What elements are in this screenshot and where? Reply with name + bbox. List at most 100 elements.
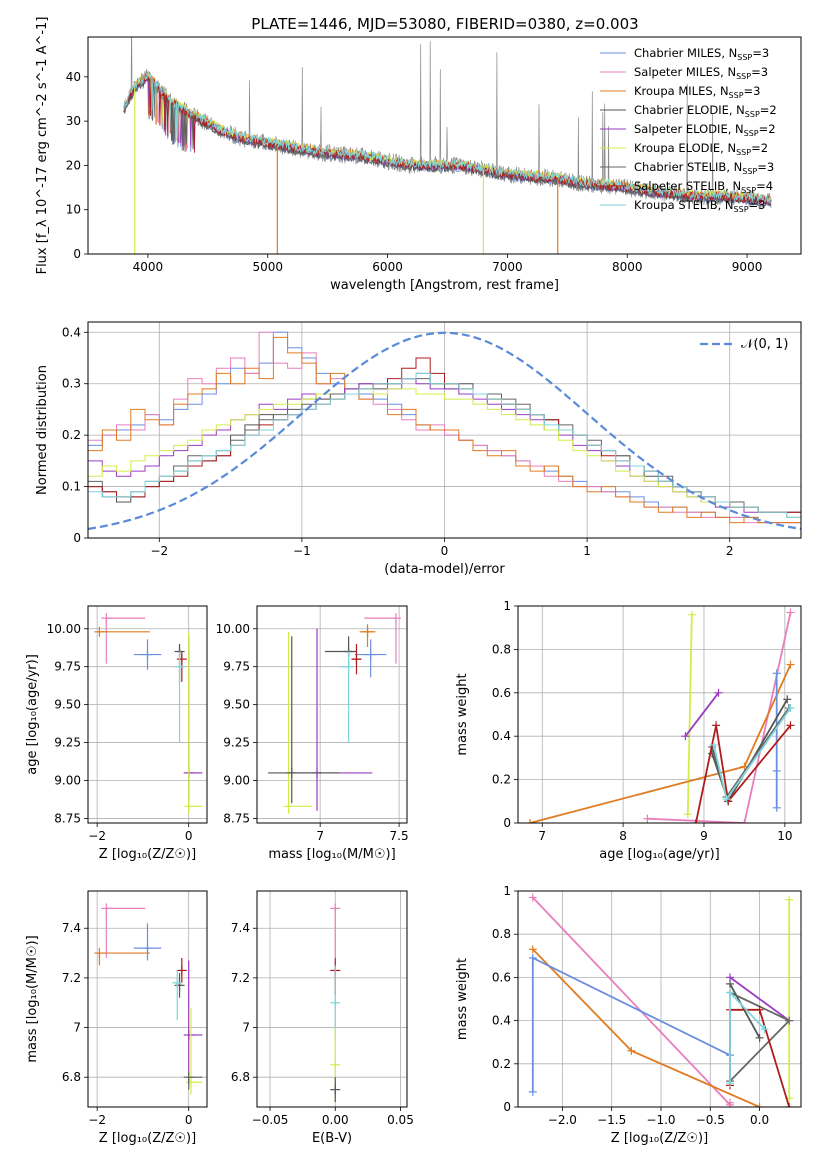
legend-label-sub: SSP xyxy=(734,205,749,214)
axes-frame xyxy=(87,321,802,539)
x-tick-label: 0 xyxy=(185,829,193,843)
legend-label-suffix: =3 xyxy=(757,160,774,174)
y-tick-label: 8.75 xyxy=(223,811,250,825)
y-axis-label: mass weight xyxy=(455,958,470,1040)
y-tick-label: 6.8 xyxy=(231,1070,250,1084)
y-tick-label: 0.3 xyxy=(62,377,81,391)
y-tick-label: 9.00 xyxy=(223,774,250,788)
y-axis-label: mass [log₁₀(M/M☉)] xyxy=(25,935,40,1062)
plus-marker xyxy=(783,695,792,704)
x-axis-label: wavelength [Angstrom, rest frame] xyxy=(330,278,559,293)
plot-area xyxy=(94,903,203,1095)
weight-line-salpeter-elodie xyxy=(729,976,790,1022)
y-tick-label: 6.8 xyxy=(62,1070,81,1084)
plus-marker xyxy=(786,721,795,730)
legend-label-sub: SSP xyxy=(736,148,751,157)
age-vs-metallicity-panel: −2 0 8.75 9.00 9.25 9.50 9.75 10.00 Z [log₁₀(Z/Z… xyxy=(25,605,208,862)
x-axis-label: mass [log₁₀(M/M☉)] xyxy=(268,847,395,862)
point-kroupa-elodie xyxy=(283,631,313,814)
normal-curve-line xyxy=(88,331,801,531)
mass-vs-metallicity-panel: −2 0 6.8 7 7.2 7.4 Z [log₁₀(Z/Z☉)] mass [log₁₀(… xyxy=(25,890,208,1146)
y-tick-label: 1 xyxy=(503,599,511,613)
plus-marker xyxy=(714,688,723,697)
legend-label-salpeter-miles: Salpeter MILES, NSSP=3 xyxy=(634,65,768,81)
legend-label-text: Salpeter ELODIE, N xyxy=(634,122,744,136)
point-chabrier-stelib xyxy=(183,1072,203,1090)
y-tick-label: 9.00 xyxy=(54,774,81,788)
weight-vs-metallicity-panel: −2.0 −1.5 −1.0 −0.5 0.0 0 0.2 0.4 0.6 0.8 1 Z [log₁… xyxy=(455,884,802,1146)
point-salpeter-elodie xyxy=(183,960,203,1085)
legend-label-sub: SSP xyxy=(744,129,759,138)
plus-marker xyxy=(760,1025,769,1034)
point-kroupa-miles xyxy=(94,626,150,637)
legend-label-suffix: =2 xyxy=(751,141,768,155)
axes-frame xyxy=(87,36,802,255)
point-salpeter-stelib xyxy=(176,958,187,983)
point-kroupa-stelib xyxy=(340,651,354,743)
x-tick-label: 0.0 xyxy=(750,1113,769,1127)
y-tick-label: 7.4 xyxy=(231,921,250,935)
legend-label-sub: SSP xyxy=(729,91,744,100)
plus-marker xyxy=(785,1103,794,1107)
plus-marker xyxy=(726,979,735,988)
y-tick-label: 9.75 xyxy=(54,660,81,674)
plus-marker xyxy=(772,803,781,812)
legend-label-chabrier-stelib: Chabrier STELIB, NSSP=3 xyxy=(634,160,774,176)
plus-marker xyxy=(786,660,795,669)
x-tick-label: −1.5 xyxy=(597,1113,626,1127)
hist-kroupa-miles xyxy=(88,336,801,524)
point-salpeter-miles xyxy=(101,613,146,664)
plus-marker xyxy=(726,1098,735,1107)
plus-marker xyxy=(709,740,718,749)
point-chabrier-elodie xyxy=(174,972,185,998)
legend-label-text: Chabrier MILES, N xyxy=(634,46,737,60)
x-tick-label: −0.5 xyxy=(696,1113,725,1127)
point-kroupa-elodie xyxy=(185,1007,203,1095)
y-tick-label: 10 xyxy=(66,203,81,217)
legend-label-text: Chabrier STELIB, N xyxy=(634,160,742,174)
y-tick-label: 0.4 xyxy=(492,729,511,743)
legend-label-salpeter-stelib: Salpeter STELIB, NSSP=4 xyxy=(634,179,773,195)
y-tick-label: 10.00 xyxy=(47,622,81,636)
x-tick-label: 9 xyxy=(700,829,708,843)
x-axis-label: Z [log₁₀(Z/Z☉)] xyxy=(99,1131,196,1146)
plus-marker xyxy=(772,766,781,775)
point-salpeter-miles xyxy=(330,903,341,959)
plot-area xyxy=(88,331,801,531)
x-tick-label: −1.0 xyxy=(646,1113,675,1127)
plot-area xyxy=(268,613,401,814)
legend-label-suffix: =3 xyxy=(752,46,769,60)
y-tick-label: 0.8 xyxy=(492,642,511,656)
age-vs-mass-panel: 7 7.5 8.75 9.00 9.25 9.50 9.75 10.00 mass [log₁₀… xyxy=(216,605,409,862)
mass-vs-ebv-panel: −0.05 0.00 0.05 6.8 7 7.4 7.2 E(B-V) xyxy=(231,890,414,1146)
x-tick-label: 4000 xyxy=(133,260,164,274)
legend-label-sub: SSP xyxy=(737,53,752,62)
legend-label-suffix: =3 xyxy=(751,65,768,79)
axes-frame xyxy=(87,890,208,1108)
legend-label-sub: SSP xyxy=(736,72,751,81)
plus-marker xyxy=(627,1046,636,1055)
plot-area xyxy=(94,613,203,814)
hist-kroupa-elodie xyxy=(88,388,801,518)
legend-label-suffix: =3 xyxy=(744,84,761,98)
plus-marker xyxy=(726,1079,735,1088)
y-tick-label: 40 xyxy=(66,70,81,84)
figure-title: PLATE=1446, MJD=53080, FIBERID=0380, z=0… xyxy=(251,15,638,33)
legend-label-salpeter-elodie: Salpeter ELODIE, NSSP=2 xyxy=(634,122,776,138)
point-salpeter-stelib xyxy=(351,643,362,675)
legend-label-text: Kroupa ELODIE, N xyxy=(634,141,736,155)
point-kroupa-miles xyxy=(359,624,376,647)
x-tick-label: 0.00 xyxy=(322,1113,349,1127)
legend-label-sub: SSP xyxy=(742,167,757,176)
plus-marker xyxy=(740,819,749,823)
point-chabrier-miles xyxy=(133,639,162,670)
y-tick-label: 9.50 xyxy=(223,698,250,712)
plus-marker xyxy=(687,610,696,619)
y-tick-label: 10.00 xyxy=(216,622,250,636)
legend-label-text: Chabrier ELODIE, N xyxy=(634,103,745,117)
y-tick-label: 0.2 xyxy=(62,428,81,442)
y-tick-label: 7.4 xyxy=(62,921,81,935)
x-axis-label: Z [log₁₀(Z/Z☉)] xyxy=(99,847,196,862)
point-chabrier-miles xyxy=(133,923,162,961)
